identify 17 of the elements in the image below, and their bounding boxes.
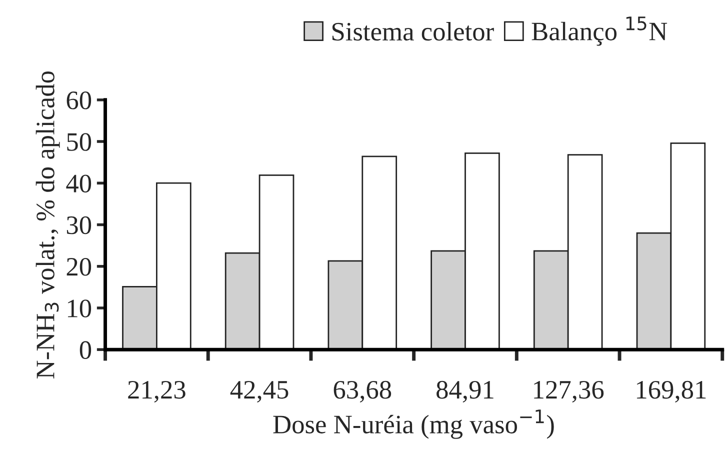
x-tick-label: 21,23	[128, 380, 186, 403]
x-axis-title: Dose N-uréia (mg vaso$^{−1}$)	[273, 410, 554, 439]
y-tick-label: 40	[66, 174, 92, 193]
y-tick-label: 50	[67, 133, 92, 151]
legend-label: Sistema coletor	[332, 22, 494, 41]
y-tick-label: 10	[68, 300, 92, 318]
x-tick-label: 42,45	[230, 380, 288, 403]
y-tick-label: 0	[80, 341, 92, 359]
x-tick-label: 63,68	[334, 380, 392, 403]
y-axis-title: N-NH$_{3}$ volat., % do aplicado	[36, 71, 60, 378]
legend-label: Balanço $^{15}$N	[532, 16, 668, 46]
y-tick-label: 60	[66, 91, 92, 110]
y-tick-label: 20	[66, 258, 92, 276]
x-tick-label: 169,81	[636, 380, 706, 403]
y-tick-label: 30	[66, 216, 92, 234]
x-tick-label: 127,36	[534, 380, 604, 403]
x-tick-label: 84,91	[436, 380, 494, 403]
